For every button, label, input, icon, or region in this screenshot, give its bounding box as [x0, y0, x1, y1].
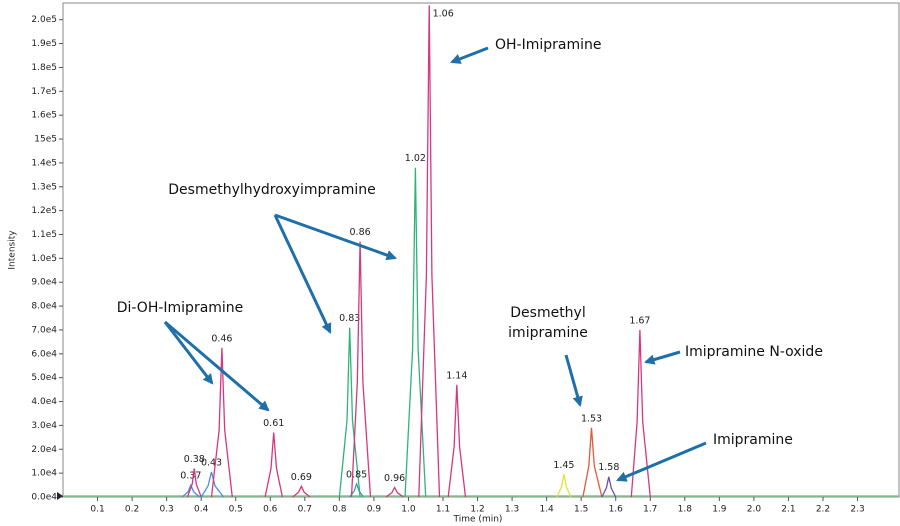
y-tick-label: 4.0e4 — [31, 397, 57, 407]
trace — [630, 329, 651, 498]
x-tick-label: 1.8 — [678, 505, 693, 515]
arrow — [616, 441, 707, 482]
y-tick-label: 8.0e4 — [31, 302, 57, 312]
trace — [350, 241, 372, 498]
x-tick-label: 1.1 — [436, 505, 450, 515]
y-tick-label: 15e5 — [34, 135, 57, 145]
arrow — [274, 213, 397, 261]
peak-label: 0.46 — [211, 333, 232, 344]
callout: Di-OH-Imipramine — [117, 300, 244, 316]
peak-label: 0.86 — [350, 227, 371, 238]
y-tick-label: 9.0e4 — [31, 278, 57, 288]
trace — [186, 468, 202, 498]
x-tick-label: 0.8 — [332, 505, 347, 515]
x-tick-label: 2.3 — [850, 505, 864, 515]
x-tick-label: 2.0 — [747, 505, 762, 515]
arrow — [163, 321, 214, 385]
y-tick-label: 1.8e5 — [31, 63, 57, 73]
y-tick-label: 3.0e4 — [31, 421, 57, 431]
y-tick-label: 1.1e5 — [31, 230, 57, 240]
x-tick-label: 0.9 — [367, 505, 382, 515]
peak-label: 1.02 — [405, 153, 426, 164]
trace — [264, 432, 284, 498]
trace — [582, 427, 603, 498]
y-tick-label: 2.0e4 — [31, 445, 57, 455]
trace — [338, 327, 361, 498]
x-tick-label: 2.2 — [816, 505, 830, 515]
x-tick-label: 1.9 — [712, 505, 727, 515]
y-tick-label: 1.9e5 — [31, 39, 57, 49]
peak-label: 0.83 — [339, 313, 360, 324]
callout: Imipramine N-oxide — [685, 344, 823, 360]
trace — [200, 471, 225, 498]
y-tick-label: 1.0e5 — [31, 254, 57, 264]
callout: OH-Imipramine — [495, 37, 602, 53]
trace — [404, 167, 427, 498]
peak-label: 0.43 — [201, 457, 222, 468]
x-tick-label: 0.4 — [194, 505, 209, 515]
trace — [447, 384, 467, 498]
y-tick-label: 1.2e5 — [31, 206, 57, 216]
callout: Desmethyl — [510, 305, 585, 321]
trace — [210, 347, 233, 498]
x-tick-label: 0.3 — [159, 505, 173, 515]
peak-label: 1.45 — [553, 460, 574, 471]
x-axis-label: Time (min) — [453, 515, 503, 525]
y-tick-label: 6.0e4 — [31, 349, 57, 359]
trace — [556, 474, 572, 498]
trace — [418, 5, 441, 498]
arrow — [450, 46, 489, 64]
callout-arrows — [163, 46, 707, 482]
x-tick-label: 0.7 — [298, 505, 312, 515]
y-tick-label: 2.0e5 — [31, 15, 57, 25]
y-tick-label: 5.0e4 — [31, 373, 57, 383]
x-tick-label: 2.1 — [781, 505, 795, 515]
peak-label: 1.53 — [581, 413, 602, 424]
peak-label: 1.58 — [598, 462, 619, 473]
peak-label: 1.14 — [446, 370, 467, 381]
arrow — [273, 214, 332, 334]
callout: Desmethylhydroxyimpramine — [168, 182, 375, 198]
y-tick-label: 1.6e5 — [31, 111, 57, 121]
peak-label: 1.06 — [433, 9, 454, 20]
trace — [601, 476, 617, 498]
peak-label: 0.38 — [184, 454, 205, 465]
y-tick-label: 1.3e5 — [31, 182, 57, 192]
x-tick-label: 1.2 — [470, 505, 484, 515]
x-tick-label: 1.7 — [643, 505, 657, 515]
x-tick-label: 1.6 — [609, 505, 624, 515]
arrow — [643, 350, 681, 365]
x-tick-label: 0.5 — [229, 505, 243, 515]
callout: imipramine — [508, 325, 588, 341]
callout: Imipramine — [713, 432, 793, 448]
peak-label: 0.85 — [346, 469, 367, 480]
plot-frame — [62, 2, 900, 498]
trace — [181, 483, 200, 498]
y-tick-label: 1.0e4 — [31, 469, 57, 479]
x-tick-label: 0.1 — [90, 505, 104, 515]
peak-label: 0.69 — [291, 472, 312, 483]
trace — [292, 484, 311, 498]
peak-label: 1.67 — [629, 315, 650, 326]
y-tick-label: 7.0e4 — [31, 325, 57, 335]
x-tick-label: 0.2 — [125, 505, 139, 515]
arrow — [164, 320, 270, 412]
trace — [385, 486, 404, 498]
y-tick-label: 1.4e5 — [31, 158, 57, 168]
x-tick-label: 1.0 — [401, 505, 416, 515]
arrow — [564, 354, 583, 408]
peak-label: 0.37 — [180, 471, 201, 482]
y-axis-label: Intensity — [8, 230, 18, 270]
peak-label: 0.96 — [384, 473, 405, 484]
x-tick-label: 1.3 — [505, 505, 519, 515]
x-tick-label: 1.5 — [574, 505, 588, 515]
trace — [349, 481, 365, 498]
peak-label: 0.61 — [263, 418, 284, 429]
x-tick-label: 1.4 — [539, 505, 554, 515]
x-tick-label: 0.6 — [263, 505, 278, 515]
axis-marker — [57, 492, 63, 500]
y-tick-label: 0.0e4 — [31, 493, 57, 503]
y-tick-label: 1.7e5 — [31, 87, 57, 97]
